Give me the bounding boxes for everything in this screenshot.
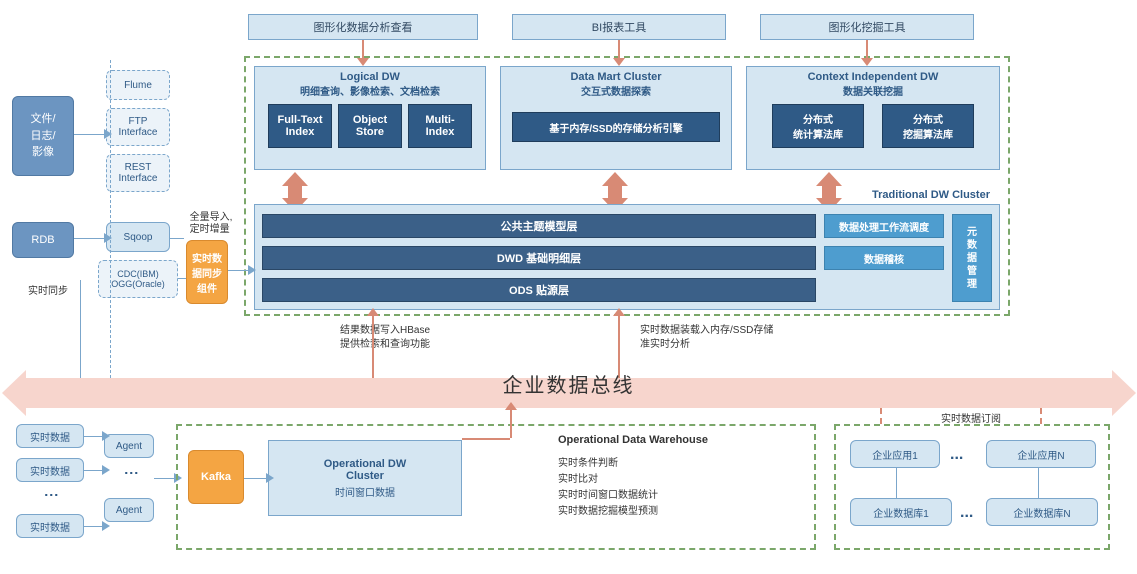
arrow-top-1	[362, 40, 364, 58]
top-tab-0: 图形化数据分析查看	[248, 14, 478, 40]
bl-line-1c	[84, 526, 102, 527]
arrow-top-2	[618, 40, 620, 58]
line-rdb-to-sqoop	[74, 238, 104, 239]
context-dw-panel: Context Independent DW 数据关联挖掘 分布式 统计算法库 …	[746, 66, 1000, 170]
app-1: 企业应用1	[850, 440, 940, 468]
top-tab-2: 图形化挖掘工具	[760, 14, 974, 40]
sync-text: 实时同步	[18, 282, 78, 297]
op-dw-title: Operational DW Cluster	[324, 458, 407, 482]
logical-dw-sub: 明细查询、影像检索、文档检索	[300, 83, 440, 98]
context-dw-item-2: 分布式 挖掘算法库	[882, 104, 974, 148]
db-1: 企业数据库1	[850, 498, 952, 526]
line-file-to-conn	[74, 134, 104, 135]
bl-line-1b	[84, 470, 102, 471]
line-cdc-right	[178, 278, 186, 279]
mid-note-right: 实时数据装载入内存/SSD存储 准实时分析	[640, 324, 840, 352]
bl-line-agent-kafka	[154, 478, 174, 479]
rt-src-2: 实时数据	[16, 458, 84, 482]
orange-sync-box: 实时数 据同步 组件	[186, 240, 228, 304]
op-dw-box: Operational DW Cluster 时间窗口数据	[268, 440, 462, 516]
sqoop-note: 全量导入, 定时增量	[180, 212, 242, 236]
arrow-logical-layers	[288, 184, 302, 200]
context-dw-sub: 数据关联挖掘	[843, 83, 903, 98]
kafka-box: Kafka	[188, 450, 244, 504]
sub-vline-1	[896, 468, 898, 498]
data-mart-sub: 交互式数据探索	[581, 83, 651, 98]
arrow-opdw-bus	[510, 410, 512, 438]
context-dw-title: Context Independent DW	[808, 71, 939, 83]
top-tab-1: BI报表工具	[512, 14, 726, 40]
agent-1: Agent	[104, 434, 154, 458]
arrow-top-3	[866, 40, 868, 58]
trad-dw-b3: 元 数 据 管 理	[952, 214, 992, 302]
rt-src-1: 实时数据	[16, 424, 84, 448]
line-sqoop-right	[170, 238, 184, 239]
data-mart-title: Data Mart Cluster	[570, 71, 661, 83]
trad-dw-b2: 数据稽核	[824, 246, 944, 270]
layer-3: ODS 贴源层	[262, 278, 816, 302]
sub-arrow-1	[880, 408, 882, 424]
op-wh-list: 实时条件判断 实时比对 实时时间窗口数据统计 实时数据挖掘模型预测	[558, 456, 778, 520]
arrow-mart-layers	[608, 184, 622, 200]
context-dw-item-1: 分布式 统计算法库	[772, 104, 864, 148]
bl-line-kafka-opdw	[244, 478, 266, 479]
logical-dw-item-3: Multi- Index	[408, 104, 472, 148]
rt-src-3: 实时数据	[16, 514, 84, 538]
line-orange-right	[228, 270, 248, 271]
sync-vline	[80, 280, 81, 378]
sub-arrow-2	[1040, 408, 1042, 424]
logical-dw-panel: Logical DW 明细查询、影像检索、文档检索 Full-Text Inde…	[254, 66, 486, 170]
layer-1: 公共主题模型层	[262, 214, 816, 238]
data-mart-bar: 基于内存/SSD的存储分析引擎	[512, 112, 720, 142]
left-vdash	[110, 60, 111, 378]
agent-2: Agent	[104, 498, 154, 522]
logical-dw-item-2: Object Store	[338, 104, 402, 148]
app-n: 企业应用N	[986, 440, 1096, 468]
db-n: 企业数据库N	[986, 498, 1098, 526]
sub-vline-2	[1038, 468, 1040, 498]
logical-dw-title: Logical DW	[340, 71, 400, 83]
rest-box: REST Interface	[106, 154, 170, 192]
op-dw-sub: 时间窗口数据	[335, 484, 395, 499]
data-mart-panel: Data Mart Cluster 交互式数据探索 基于内存/SSD的存储分析引…	[500, 66, 732, 170]
subscribe-title: 实时数据订阅	[916, 410, 1026, 425]
bus-label: 企业数据总线	[0, 368, 1137, 398]
sqoop-box: Sqoop	[106, 222, 170, 252]
trad-dw-title: Traditional DW Cluster	[824, 186, 1000, 204]
source-file-logs: 文件/ 日志/ 影像	[12, 96, 74, 176]
bl-line-1a	[84, 436, 102, 437]
logical-dw-item-1: Full-Text Index	[268, 104, 332, 148]
op-wh-title: Operational Data Warehouse	[558, 434, 788, 446]
mid-note-left: 结果数据写入HBase 提供检索和查询功能	[340, 324, 500, 352]
arrow-opdw-h	[462, 438, 510, 440]
source-rdb: RDB	[12, 222, 74, 258]
trad-dw-b1: 数据处理工作流调度	[824, 214, 944, 238]
flume-box: Flume	[106, 70, 170, 100]
ftp-box: FTP Interface	[106, 108, 170, 146]
layer-2: DWD 基础明细层	[262, 246, 816, 270]
